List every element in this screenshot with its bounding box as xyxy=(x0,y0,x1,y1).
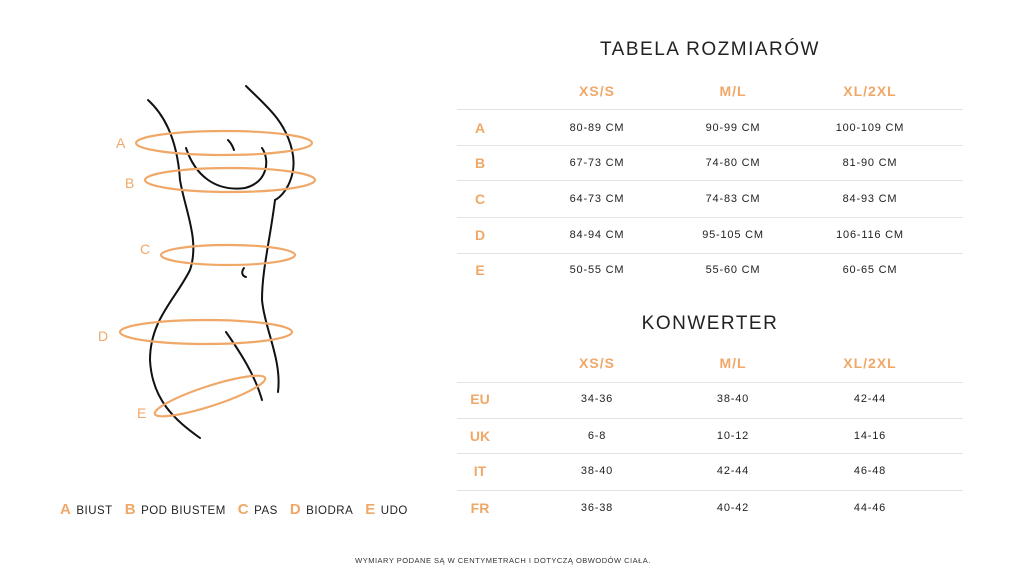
table-cell: 10-12 xyxy=(716,430,750,442)
row-label: A xyxy=(474,120,486,136)
table-cell: 84-93 CM xyxy=(842,193,898,205)
legend-item-b: B POD BIUSTEM xyxy=(124,501,226,518)
table-cell: 74-80 CM xyxy=(705,157,761,169)
table-cell: 55-60 CM xyxy=(705,264,761,276)
table-cell: 40-42 xyxy=(716,502,750,514)
ring-c xyxy=(159,243,297,267)
row-divider xyxy=(457,418,963,419)
row-divider xyxy=(457,253,963,254)
figure-label-d: D xyxy=(98,328,109,344)
column-header: XL/2XL xyxy=(843,83,897,99)
ring-e xyxy=(153,374,267,418)
table-cell: 106-116 CM xyxy=(836,229,904,241)
ring-a xyxy=(134,129,314,157)
column-header: M/L xyxy=(719,83,747,99)
row-label: UK xyxy=(469,428,491,444)
row-label: IT xyxy=(473,463,487,479)
body-outline xyxy=(147,85,295,439)
table-cell: 80-89 CM xyxy=(569,122,625,134)
table-cell: 14-16 xyxy=(853,430,887,442)
table-cell: 81-90 CM xyxy=(842,157,898,169)
row-divider xyxy=(457,382,963,383)
table-cell: 44-46 xyxy=(853,502,887,514)
table-cell: 34-36 xyxy=(580,393,614,405)
table-cell: 84-94 CM xyxy=(569,229,625,241)
figure-label-b: B xyxy=(125,175,135,191)
row-label: D xyxy=(474,227,486,243)
column-header: XS/S xyxy=(579,355,615,371)
row-label: B xyxy=(474,155,486,171)
table-cell: 74-83 CM xyxy=(705,193,761,205)
row-label: E xyxy=(475,262,485,278)
legend-item-d: D BIODRA xyxy=(289,501,354,518)
row-divider xyxy=(457,145,963,146)
table-cell: 46-48 xyxy=(853,465,887,477)
column-header: XS/S xyxy=(579,83,615,99)
figure-label-a: A xyxy=(116,135,126,151)
footnote: WYMIARY PODANE SĄ W CENTYMETRACH I DOTYC… xyxy=(355,556,651,565)
table-cell: 64-73 CM xyxy=(569,193,625,205)
table-cell: 6-8 xyxy=(587,430,607,442)
table-cell: 36-38 xyxy=(580,502,614,514)
table-cell: 38-40 xyxy=(580,465,614,477)
measurement-rings xyxy=(118,129,317,418)
table-cell: 100-109 CM xyxy=(835,122,905,134)
legend-item-c: C PAS xyxy=(237,501,278,518)
ring-b xyxy=(143,166,317,194)
table-cell: 95-105 CM xyxy=(702,229,764,241)
row-label: FR xyxy=(470,500,490,516)
table-cell: 60-65 CM xyxy=(842,264,898,276)
table-cell: 67-73 CM xyxy=(569,157,625,169)
legend-item-e: E UDO xyxy=(365,501,408,518)
row-label: C xyxy=(474,191,486,207)
size_table-title: TABELA ROZMIARÓW xyxy=(599,39,820,60)
table-cell: 50-55 CM xyxy=(569,264,625,276)
figure-label-c: C xyxy=(140,241,151,257)
table-cell: 38-40 xyxy=(716,393,750,405)
table-cell: 90-99 CM xyxy=(705,122,761,134)
body-measurement-figure xyxy=(118,85,317,439)
row-divider xyxy=(457,180,963,181)
row-divider xyxy=(457,109,963,110)
column-header: XL/2XL xyxy=(843,355,897,371)
converter-title: KONWERTER xyxy=(641,313,779,334)
legend-item-a: A BIUST xyxy=(60,501,113,518)
table-cell: 42-44 xyxy=(853,393,887,405)
figure-label-e: E xyxy=(137,405,147,421)
row-divider xyxy=(457,217,963,218)
row-divider xyxy=(457,490,963,491)
row-label: EU xyxy=(470,391,490,407)
ring-d xyxy=(118,318,294,346)
row-divider xyxy=(457,453,963,454)
legend: A BIUST B POD BIUSTEM C PAS D BIODRA E UDO xyxy=(60,501,408,518)
column-header: M/L xyxy=(719,355,747,371)
table-cell: 42-44 xyxy=(716,465,750,477)
